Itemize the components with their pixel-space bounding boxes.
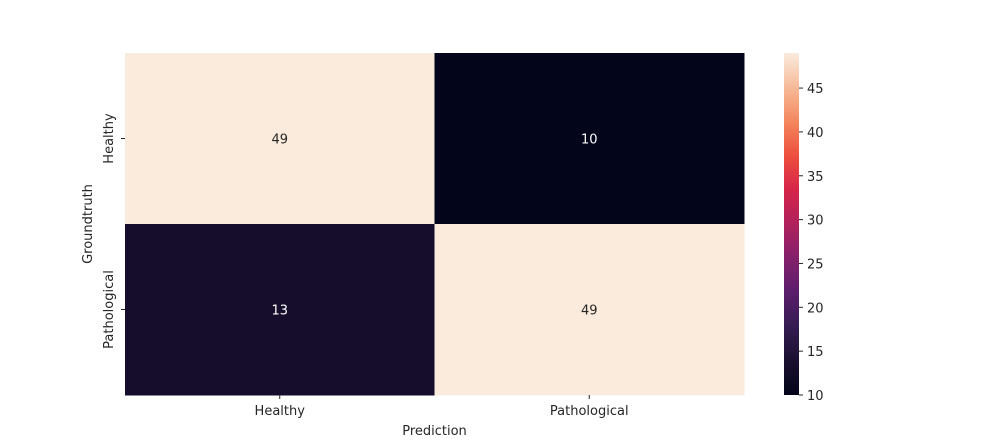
heatmap-cell (434, 53, 745, 225)
colorbar-tick-label: 40 (807, 126, 824, 141)
heatmap-cells (125, 53, 745, 396)
colorbar-tick-label: 45 (807, 82, 824, 97)
heatmap-cell (125, 224, 435, 396)
heatmap-cell-value: 49 (581, 304, 598, 319)
y-tick-label: Healthy (102, 113, 117, 164)
colorbar-tick-label: 20 (807, 301, 824, 316)
heatmap-cell-value: 49 (271, 133, 288, 148)
heatmap-cell-value: 13 (271, 304, 288, 319)
x-axis-label: Prediction (402, 424, 467, 439)
y-axis-ticks: Healthy Pathological (102, 113, 125, 349)
colorbar-tick-label: 10 (807, 389, 824, 404)
heatmap-cell (125, 53, 435, 225)
colorbar-tick-label: 15 (807, 345, 824, 360)
heatmap-cell (434, 224, 745, 396)
colorbar-tick-label: 25 (807, 257, 824, 272)
heatmap-cell-labels: 49 10 13 49 (271, 133, 597, 319)
x-tick-label: Healthy (255, 404, 306, 419)
y-tick-label: Pathological (102, 270, 117, 349)
colorbar-tick-label: 35 (807, 170, 824, 185)
colorbar (784, 53, 799, 395)
x-axis-ticks: Healthy Pathological (255, 395, 629, 419)
heatmap-cell-value: 10 (581, 133, 598, 148)
colorbar-ticks: 10 15 20 25 30 35 40 45 (799, 82, 824, 404)
colorbar-tick-label: 30 (807, 214, 824, 229)
y-axis-label: Groundtruth (81, 184, 96, 264)
x-tick-label: Pathological (550, 404, 629, 419)
